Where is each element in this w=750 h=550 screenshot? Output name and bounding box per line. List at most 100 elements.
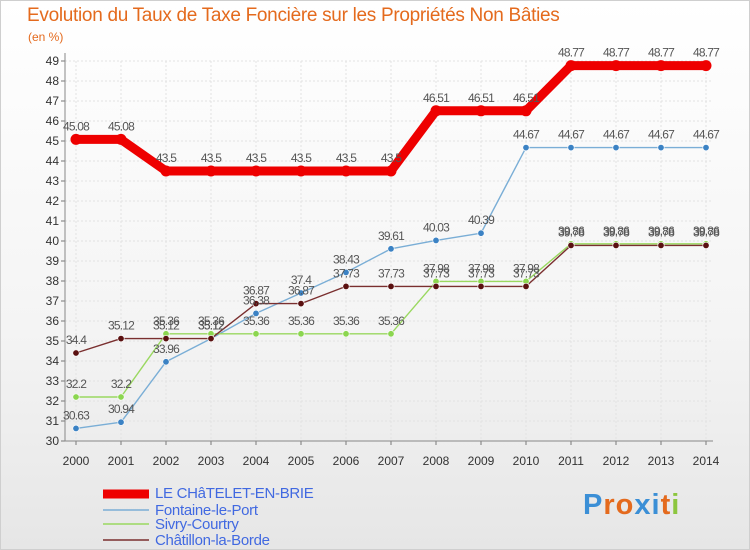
ytick-label-34: 34 bbox=[46, 354, 60, 368]
series-2-point-2000 bbox=[72, 393, 80, 401]
series-2-label-2004: 35.36 bbox=[243, 314, 270, 328]
series-1-point-2008 bbox=[432, 236, 440, 244]
xtick-label-2002: 2002 bbox=[153, 454, 180, 468]
series-0-point-2009 bbox=[475, 105, 487, 117]
series-1-label-2007: 39.61 bbox=[378, 229, 405, 243]
series-3-point-2003 bbox=[207, 335, 215, 343]
ytick-label-37: 37 bbox=[46, 294, 60, 308]
xtick-label-2010: 2010 bbox=[513, 454, 540, 468]
xtick-label-2008: 2008 bbox=[423, 454, 450, 468]
ytick-label-45: 45 bbox=[46, 134, 60, 148]
series-0-point-2008 bbox=[430, 105, 442, 117]
series-0-point-2003 bbox=[205, 165, 217, 177]
series-1-label-2012: 44.67 bbox=[603, 128, 630, 142]
ytick-label-35: 35 bbox=[46, 334, 60, 348]
series-1-label-2011: 44.67 bbox=[558, 128, 585, 142]
series-0-label-2011: 48.77 bbox=[558, 46, 585, 60]
series-3-point-2011 bbox=[567, 241, 575, 249]
axes: 30 31 32 33 34 35 36 37 38 39 40 41 42 43 44 45 46 47 48 49… bbox=[46, 53, 720, 468]
ytick-label-49: 49 bbox=[46, 54, 60, 68]
ytick-label-31: 31 bbox=[46, 414, 60, 428]
xtick-label-2005: 2005 bbox=[288, 454, 315, 468]
series-3-label-2012: 39.78 bbox=[603, 225, 630, 239]
series-3-point-2006 bbox=[342, 282, 350, 290]
ytick-label-44: 44 bbox=[46, 154, 60, 168]
series-1-point-2009 bbox=[477, 229, 485, 237]
grid-lines bbox=[65, 60, 713, 442]
series-0-label-2006: 43.5 bbox=[336, 151, 357, 165]
series-2-label-2003: 35.36 bbox=[198, 314, 225, 328]
series-3-label-2009: 37.73 bbox=[468, 266, 495, 280]
series-0-label-2005: 43.5 bbox=[291, 151, 312, 165]
series-3-point-2007 bbox=[387, 282, 395, 290]
series-0-point-2013 bbox=[655, 60, 667, 72]
series-0-label-2003: 43.5 bbox=[201, 151, 222, 165]
logo-letter: i bbox=[671, 489, 681, 521]
series-1-label-2008: 40.03 bbox=[423, 220, 450, 234]
series-1-label-2010: 44.67 bbox=[513, 128, 540, 142]
series-2-label-2005: 35.36 bbox=[288, 314, 315, 328]
series-0-label-2000: 45.08 bbox=[63, 119, 90, 133]
series-1-label-2004: 36.38 bbox=[243, 293, 270, 307]
series-1-label-2006: 38.43 bbox=[333, 252, 360, 266]
series-1-label-2013: 44.67 bbox=[648, 128, 675, 142]
series-2-label-2007: 35.36 bbox=[378, 314, 405, 328]
series-1-point-2000 bbox=[72, 424, 80, 432]
logo-letter: i bbox=[651, 489, 661, 521]
series-0-point-2004 bbox=[250, 165, 262, 177]
series-0-label-2010: 46.51 bbox=[513, 91, 540, 105]
series-0-point-2001 bbox=[115, 133, 127, 145]
proxiti-logo: Proxiti bbox=[583, 489, 680, 522]
series-0-label-2012: 48.77 bbox=[603, 46, 630, 60]
series-2-label-2006: 35.36 bbox=[333, 314, 360, 328]
series-2-label-2009: 37.98 bbox=[468, 261, 495, 275]
series-0-point-2006 bbox=[340, 165, 352, 177]
series-1-point-2004 bbox=[252, 309, 260, 317]
series-2-point-2004 bbox=[252, 330, 260, 338]
series-0-label-2001: 45.08 bbox=[108, 119, 135, 133]
series-1-label-2002: 33.96 bbox=[153, 342, 180, 356]
series-3-label-2000: 34.4 bbox=[66, 333, 87, 347]
ytick-label-36: 36 bbox=[46, 314, 60, 328]
xtick-label-2013: 2013 bbox=[648, 454, 675, 468]
series-2-label-2013: 39.86 bbox=[648, 224, 675, 238]
series-0-label-2009: 46.51 bbox=[468, 91, 495, 105]
series-3-label-2004: 36.87 bbox=[243, 284, 270, 298]
series-0-point-2002 bbox=[160, 165, 172, 177]
series-0-point-2014 bbox=[700, 60, 712, 72]
series-2-point-2006 bbox=[342, 330, 350, 338]
series-0-point-2011 bbox=[565, 60, 577, 72]
series-1-point-2010 bbox=[522, 144, 530, 152]
series-0-point-2000 bbox=[70, 133, 82, 145]
xtick-label-2003: 2003 bbox=[198, 454, 225, 468]
ytick-label-42: 42 bbox=[46, 194, 60, 208]
series-3-label-2003: 35.12 bbox=[198, 319, 225, 333]
legend-label-fontaine: Fontaine-le-Port bbox=[155, 502, 258, 519]
xtick-label-2011: 2011 bbox=[558, 454, 584, 468]
legend-swatch-fontaine bbox=[103, 509, 149, 511]
logo-letter: o bbox=[615, 489, 635, 521]
series-2-label-2001: 32.2 bbox=[111, 377, 132, 391]
series-1-point-2011 bbox=[567, 144, 575, 152]
series-3-point-2004 bbox=[252, 300, 260, 308]
series-3-label-2014: 39.78 bbox=[693, 225, 720, 239]
series-0-label-2013: 48.77 bbox=[648, 46, 675, 60]
series-3-label-2008: 37.73 bbox=[423, 266, 450, 280]
legend-label-le-chatelet: LE CHâTELET-EN-BRIE bbox=[155, 485, 314, 502]
series-3-point-2014 bbox=[702, 241, 710, 249]
series-1-label-2005: 37.4 bbox=[291, 273, 312, 287]
unit-label: (en %) bbox=[28, 30, 64, 44]
legend-swatch-sivry bbox=[103, 523, 149, 525]
legend-label-chatillon: Châtillon-la-Borde bbox=[155, 532, 270, 549]
xtick-label-2004: 2004 bbox=[243, 454, 270, 468]
xtick-label-2007: 2007 bbox=[378, 454, 405, 468]
series-2-label-2002: 35.36 bbox=[153, 314, 180, 328]
ytick-label-33: 33 bbox=[46, 374, 60, 388]
ytick-label-41: 41 bbox=[46, 214, 60, 228]
series-3-point-2010 bbox=[522, 282, 530, 290]
logo-letter: P bbox=[583, 489, 604, 521]
series-3-label-2013: 39.78 bbox=[648, 225, 675, 239]
ytick-label-30: 30 bbox=[46, 434, 60, 448]
